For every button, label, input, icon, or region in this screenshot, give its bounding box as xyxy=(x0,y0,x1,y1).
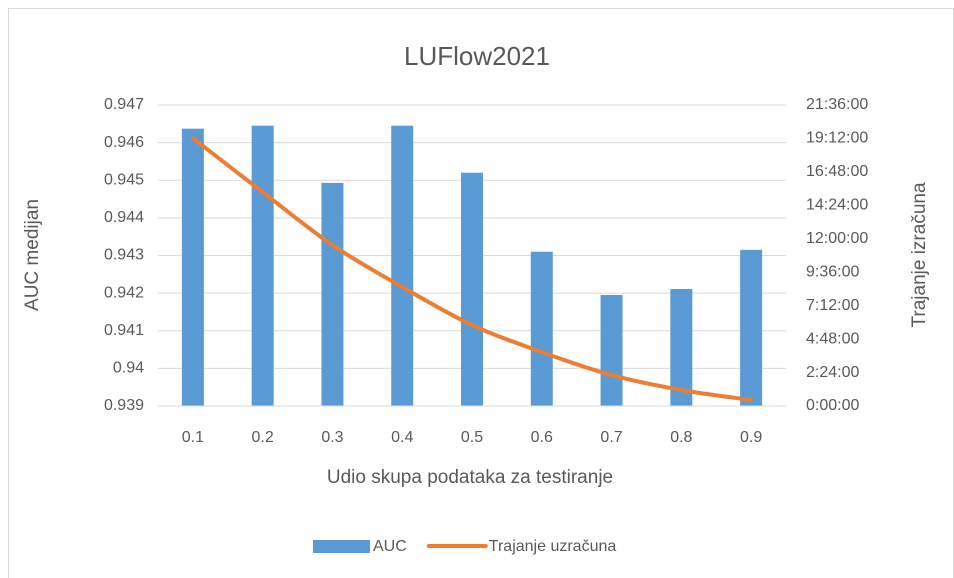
x-tick-label: 0.9 xyxy=(740,429,762,446)
y2-tick-label: 4:48:00 xyxy=(806,330,859,347)
y2-tick-label: 12:00:00 xyxy=(806,230,868,247)
y2-tick-label: 21:36:00 xyxy=(806,96,868,113)
y-tick-label: 0.94 xyxy=(113,360,144,377)
bar xyxy=(251,125,274,406)
legend-label: AUC xyxy=(373,538,407,555)
y2-tick-label: 7:12:00 xyxy=(806,297,859,314)
y-tick-label: 0.946 xyxy=(104,134,144,151)
y2-tick-label: 19:12:00 xyxy=(806,130,868,147)
x-tick-label: 0.3 xyxy=(321,429,343,446)
bar xyxy=(391,125,414,406)
x-tick-label: 0.8 xyxy=(670,429,692,446)
chart-title: LUFlow2021 xyxy=(404,41,550,71)
bar xyxy=(600,295,623,406)
y-tick-label: 0.945 xyxy=(104,171,144,188)
y2-tick-label: 9:36:00 xyxy=(806,263,859,280)
y-axis-title: AUC medijan xyxy=(22,199,43,311)
y-tick-label: 0.941 xyxy=(104,322,144,339)
y2-tick-label: 16:48:00 xyxy=(806,163,868,180)
legend-label: Trajanje uzračuna xyxy=(489,538,617,555)
y2-tick-label: 0:00:00 xyxy=(806,397,859,414)
y-tick-label: 0.944 xyxy=(104,209,144,226)
y2-axis-title: Trajanje izračuna xyxy=(909,182,930,327)
bar xyxy=(740,249,763,406)
bar xyxy=(670,288,693,406)
y-tick-label: 0.939 xyxy=(104,397,144,414)
bar xyxy=(181,128,204,407)
line xyxy=(190,136,754,403)
x-tick-label: 0.2 xyxy=(252,429,274,446)
legend-swatch xyxy=(313,540,370,553)
bar xyxy=(321,182,344,406)
y2-tick-label: 14:24:00 xyxy=(806,197,868,214)
y2-tick-label: 2:24:00 xyxy=(806,364,859,381)
x-tick-label: 0.6 xyxy=(531,429,553,446)
bar xyxy=(461,172,483,406)
x-tick-label: 0.1 xyxy=(182,429,204,446)
y-tick-label: 0.947 xyxy=(104,96,144,113)
y-tick-label: 0.943 xyxy=(104,247,144,264)
x-tick-label: 0.7 xyxy=(600,429,622,446)
bar xyxy=(530,251,553,406)
x-tick-label: 0.5 xyxy=(461,429,483,446)
y-tick-label: 0.942 xyxy=(104,284,144,301)
x-tick-label: 0.4 xyxy=(391,429,413,446)
x-axis-title: Udio skupa podataka za testiranje xyxy=(327,467,613,488)
